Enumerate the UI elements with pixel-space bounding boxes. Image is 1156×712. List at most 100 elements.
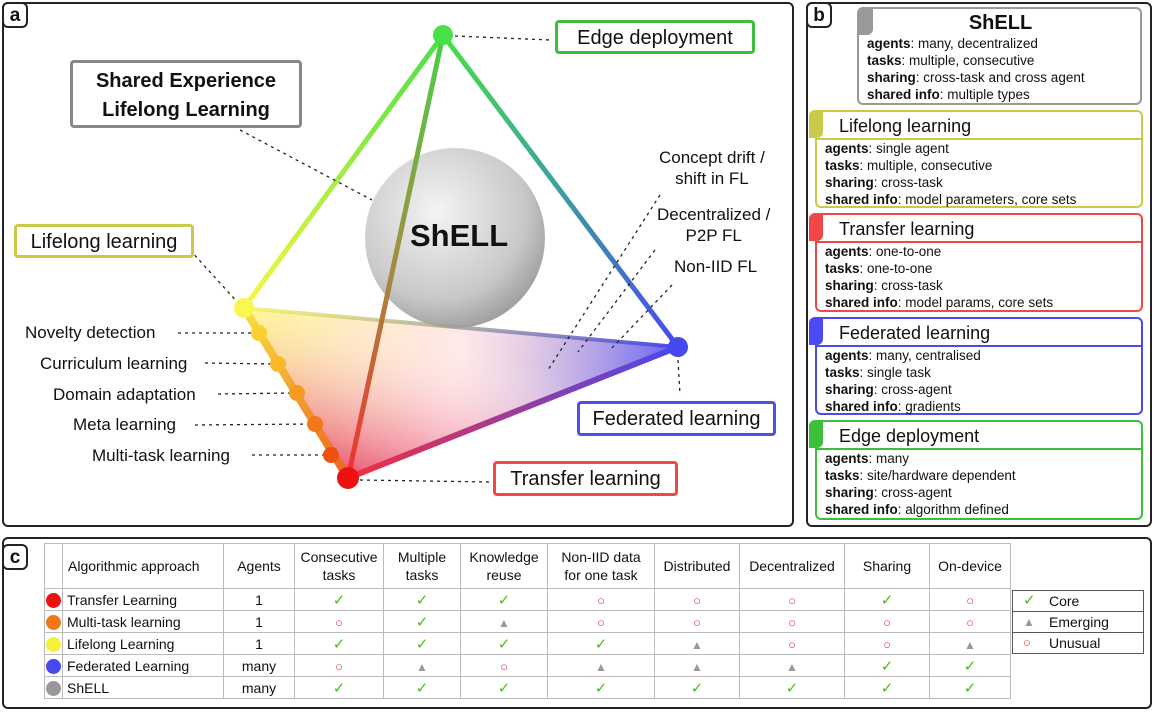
row-color-dot — [46, 658, 61, 674]
card-color-chip — [859, 7, 873, 35]
card-row: tasks: site/hardware dependent — [825, 468, 1016, 483]
table-cell: ▲ — [383, 654, 461, 677]
legend-label: Emerging — [1049, 614, 1109, 630]
column-header: On-device — [929, 543, 1011, 589]
circle-icon: ○ — [788, 592, 796, 608]
lifelong-learning-label: Lifelong learning — [14, 224, 194, 258]
triangle-icon: ▲ — [691, 637, 703, 652]
table-cell: ✓ — [844, 588, 930, 611]
dot-domain — [289, 385, 305, 401]
panel-c-tag: c — [2, 544, 28, 570]
row-agents: many — [223, 676, 295, 699]
table-cell: ✓ — [294, 676, 384, 699]
card-row: sharing: cross-task and cross agent — [867, 70, 1085, 85]
row-agents: 1 — [223, 610, 295, 633]
circle-icon: ○ — [500, 658, 508, 674]
table-cell: ○ — [739, 610, 845, 633]
table-row: Lifelong Learning 1 ✓ ✓ ✓ ✓ ▲ ○ ○ ▲ — [44, 632, 1011, 655]
dot-meta — [307, 416, 323, 432]
shell-title-line1: Shared Experience — [95, 70, 277, 92]
table-cell: ✓ — [739, 676, 845, 699]
edge-deployment-label: Edge deployment — [555, 20, 755, 54]
method-domain-adaptation: Domain adaptation — [53, 385, 196, 404]
triangle-icon: ▲ — [964, 637, 976, 652]
column-header: Knowledge reuse — [460, 543, 548, 589]
column-header: Multiple tasks — [383, 543, 461, 589]
transfer-learning-label: Transfer learning — [493, 461, 678, 496]
card-federated-learning: Federated learning agents: many, centrali… — [809, 317, 1143, 415]
card-row: agents: one-to-one — [825, 244, 942, 259]
row-color-dot — [46, 680, 61, 696]
circle-icon: ○ — [335, 614, 343, 630]
card-title: Federated learning — [839, 323, 991, 343]
triangle-icon: ▲ — [786, 659, 798, 674]
circle-icon: ○ — [597, 614, 605, 630]
card-row: agents: many, decentralized — [867, 36, 1038, 51]
table-cell: ○ — [547, 610, 655, 633]
table-cell: ▲ — [929, 632, 1011, 655]
fl-variant-concept-drift: Concept drift / shift in FL — [659, 148, 765, 188]
check-icon: ✓ — [415, 591, 429, 609]
vertex-lifelong — [234, 298, 254, 318]
card-color-chip — [809, 110, 823, 138]
vertex-transfer — [337, 467, 359, 489]
check-icon: ✓ — [415, 679, 429, 697]
card-color-chip — [809, 213, 823, 241]
dot-multitask — [323, 447, 339, 463]
table-row: Federated Learning many ○ ▲ ○ ▲ ▲ ▲ ✓ ✓ — [44, 654, 1011, 677]
dot-novelty — [251, 325, 267, 341]
card-row: shared info: model parameters, core sets — [825, 192, 1077, 207]
circle-icon: ○ — [966, 592, 974, 608]
legend-label: Unusual — [1049, 635, 1101, 651]
shell-title-box: Shared Experience Lifelong Learning — [70, 60, 302, 128]
legend-item: ▲ Emerging — [1013, 612, 1143, 633]
check-icon: ✓ — [880, 591, 894, 609]
triangle-icon: ▲ — [595, 659, 607, 674]
card-row: sharing: cross-task — [825, 175, 943, 190]
card-row: agents: single agent — [825, 141, 949, 156]
check-icon: ✓ — [963, 657, 977, 675]
panel-a — [2, 2, 794, 527]
table-cell: ○ — [460, 654, 548, 677]
row-agents: many — [223, 654, 295, 677]
table-cell: ✓ — [929, 654, 1011, 677]
table-cell: ✓ — [294, 632, 384, 655]
check-icon: ✓ — [332, 679, 346, 697]
legend-label: Core — [1049, 593, 1080, 609]
check-icon: ✓ — [497, 635, 511, 653]
tetrahedron-diagram — [178, 25, 688, 489]
row-name: ShELL — [62, 676, 224, 699]
card-row: agents: many, centralised — [825, 348, 981, 363]
table-cell: ▲ — [654, 632, 740, 655]
federated-learning-label: Federated learning — [577, 401, 776, 436]
circle-icon: ○ — [335, 658, 343, 674]
circle-icon: ○ — [788, 614, 796, 630]
panel-a-tag: a — [2, 2, 28, 28]
table-cell: ▲ — [547, 654, 655, 677]
row-name: Federated Learning — [62, 654, 224, 677]
circle-icon: ○ — [1023, 635, 1031, 650]
row-color-dot — [46, 592, 61, 608]
check-icon: ✓ — [785, 679, 799, 697]
table-row: Multi-task learning 1 ○ ✓ ▲ ○ ○ ○ ○ ○ — [44, 610, 1011, 633]
triangle-icon: ▲ — [416, 659, 428, 674]
column-header: Consecutive tasks — [294, 543, 384, 589]
card-title: ShELL — [968, 12, 1033, 34]
card-title: Edge deployment — [839, 426, 980, 446]
panel-b — [806, 2, 1152, 527]
table-cell: ▲ — [654, 654, 740, 677]
table-cell: ○ — [294, 654, 384, 677]
legend-item: ✓ Core — [1013, 591, 1143, 612]
method-novelty-detection: Novelty detection — [25, 323, 156, 342]
shell-title-line2: Lifelong Learning — [102, 99, 270, 121]
row-agents: 1 — [223, 588, 295, 611]
check-icon: ✓ — [880, 657, 894, 675]
triangle-icon: ▲ — [691, 659, 703, 674]
table-cell: ✓ — [547, 676, 655, 699]
table-cell: ✓ — [844, 676, 930, 699]
table-cell: ▲ — [460, 610, 548, 633]
card-row: sharing: cross-task — [825, 278, 943, 293]
table-cell: ✓ — [294, 588, 384, 611]
sphere-label: ShELL — [410, 218, 509, 253]
table-cell: ○ — [739, 632, 845, 655]
